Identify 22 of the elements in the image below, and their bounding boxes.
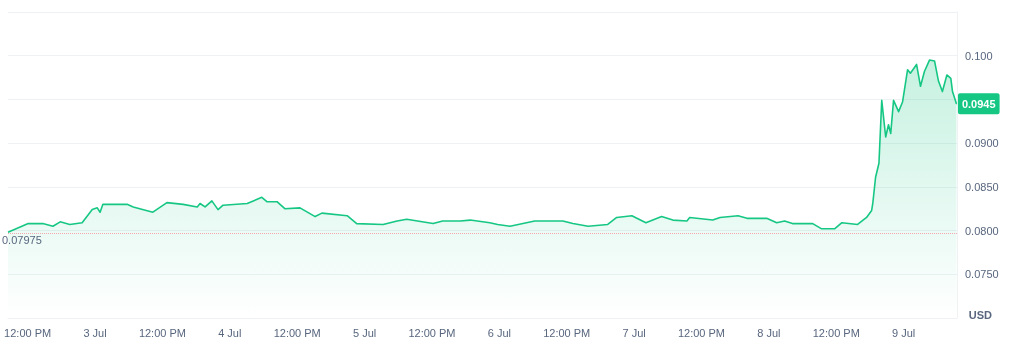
annotation: 0.0945	[961, 97, 996, 110]
x-tick-label: 5 Jul	[352, 326, 377, 339]
x-tick-label: 12:00 PM	[677, 326, 726, 339]
text: USD	[968, 308, 993, 321]
x-tick-label: 12:00 PM	[543, 326, 591, 339]
ref-line-label: 0.07975	[2, 234, 42, 247]
x-tick-label: 8 Jul	[757, 326, 781, 339]
x-tick-label: 12:00 PM	[812, 326, 860, 339]
y-tick-label: 0.0900	[965, 137, 999, 150]
x-tick-label: 7 Jul	[622, 326, 646, 339]
y-tick-label: 0.0800	[965, 224, 999, 237]
y-tick-label: 0.100	[965, 49, 993, 62]
x-tick-label: 6 Jul	[487, 326, 511, 339]
x-tick-label: 3 Jul	[83, 326, 107, 339]
x-tick-label: 9 Jul	[892, 326, 916, 339]
x-tick-label: 12:00 PM	[4, 326, 52, 339]
x-tick-label: 4 Jul	[218, 326, 242, 339]
x-tick-label: 12:00 PM	[273, 326, 321, 339]
x-tick-label: 12:00 PM	[408, 326, 456, 339]
y-tick-label: 0.0850	[965, 180, 999, 193]
y-tick-label: 0.0750	[965, 268, 999, 281]
x-tick-label: 12:00 PM	[138, 326, 186, 339]
